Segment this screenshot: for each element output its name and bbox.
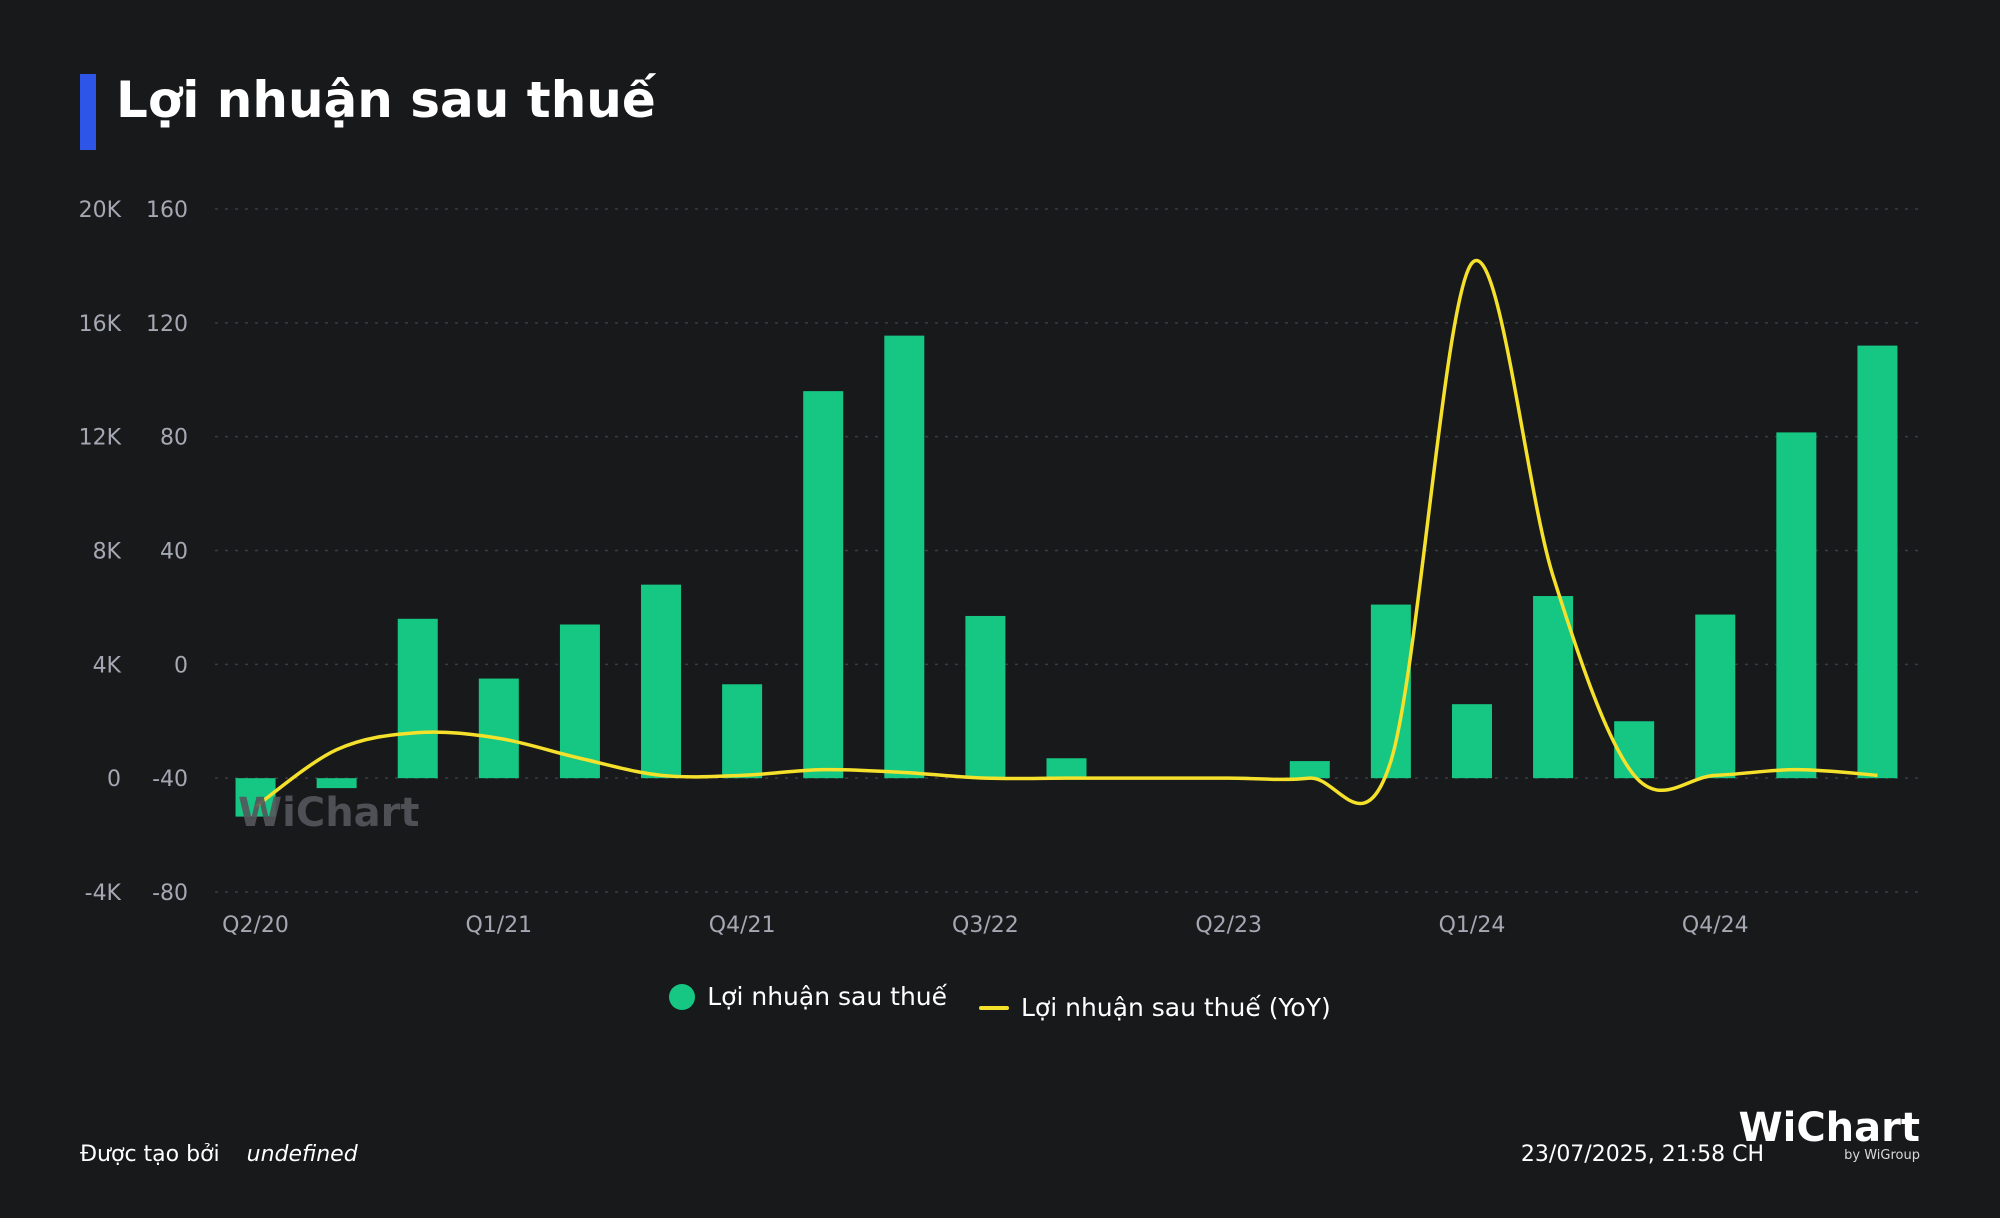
y-left-tick-label: -4K (85, 881, 122, 906)
bar-Q2/24[interactable] (1533, 596, 1574, 779)
y-right-tick-label: -80 (152, 881, 188, 906)
bar-Q2/21[interactable] (559, 624, 600, 779)
bar-Q4/20[interactable] (397, 618, 438, 779)
legend-item-bar[interactable]: Lợi nhuận sau thuế (669, 982, 947, 1011)
x-tick-label: Q4/24 (1682, 913, 1749, 938)
brand-logo: WiChart by WiGroup (1738, 1108, 1920, 1163)
y-left-tick-label: 0 (107, 767, 121, 792)
created-by-value: undefined (246, 1142, 358, 1167)
y-right-tick-label: -40 (152, 767, 188, 792)
legend-dot-icon (669, 983, 696, 1010)
line-series (254, 258, 1878, 809)
y-left-tick-label: 16K (79, 312, 122, 337)
y-right-tick-label: 40 (160, 540, 188, 565)
bar-Q3/21[interactable] (641, 584, 682, 779)
chart-title: Lợi nhuận sau thuế (116, 71, 656, 129)
brand-name: WiChart (1738, 1105, 1920, 1151)
footer-created-by: Được tạo bởi undefined (80, 1142, 358, 1167)
bar-Q3/23[interactable] (1289, 761, 1330, 779)
brand-subtitle: by WiGroup (1844, 1148, 1920, 1163)
bar-Q1/21[interactable] (478, 678, 519, 779)
y-right-tick-label: 160 (146, 198, 188, 223)
bar-Q3/22[interactable] (965, 615, 1006, 779)
legend-line-icon (978, 1005, 1009, 1010)
bar-Q4/21[interactable] (722, 684, 763, 779)
x-axis: Q2/20 Q1/21 Q4/21 Q3/22 Q2/23 Q1/24 Q4/24 (222, 913, 1748, 938)
x-tick-label: Q2/20 (222, 913, 289, 938)
x-tick-label: Q4/21 (709, 913, 776, 938)
bar-Q1/25[interactable] (1776, 432, 1817, 779)
bar-Q2/22[interactable] (884, 335, 925, 779)
legend-item-line[interactable]: Lợi nhuận sau thuế (YoY) (978, 993, 1331, 1022)
watermark-logo: WiChart (238, 790, 420, 836)
y-left-tick-label: 8K (93, 540, 122, 565)
bar-Q1/24[interactable] (1451, 704, 1492, 779)
x-tick-label: Q2/23 (1195, 913, 1262, 938)
bar-series (235, 335, 1898, 817)
created-by-label: Được tạo bởi (80, 1142, 220, 1167)
legend: Lợi nhuận sau thuế Lợi nhuận sau thuế (Y… (0, 982, 2000, 1022)
y-axis-left: 20K 16K 12K 8K 4K 0 -4K (79, 198, 122, 906)
y-right-tick-label: 80 (160, 426, 188, 451)
legend-label-bar: Lợi nhuận sau thuế (707, 982, 948, 1011)
x-tick-label: Q1/24 (1439, 913, 1506, 938)
bar-Q4/22[interactable] (1046, 758, 1087, 779)
bar-Q1/22[interactable] (803, 391, 844, 779)
legend-label-line: Lợi nhuận sau thuế (YoY) (1020, 993, 1331, 1022)
y-right-tick-label: 0 (174, 653, 188, 678)
y-left-tick-label: 12K (79, 426, 122, 451)
y-left-tick-label: 20K (79, 198, 122, 223)
title-accent-bar (80, 74, 96, 150)
bar-Q3/20[interactable] (316, 778, 357, 789)
bar-Q4/24[interactable] (1695, 614, 1736, 779)
y-left-tick-label: 4K (93, 653, 122, 678)
footer-datetime: 23/07/2025, 21:58 CH (1520, 1142, 1764, 1167)
chart-svg: 20K 16K 12K 8K 4K 0 -4K 160 120 80 40 0 -40 -80 Q2/2… (79, 198, 1918, 938)
yoy-line[interactable] (254, 258, 1878, 809)
x-tick-label: Q3/22 (952, 913, 1019, 938)
x-tick-label: Q1/21 (465, 913, 532, 938)
bar-Q2/25[interactable] (1857, 345, 1898, 779)
y-axis-right: 160 120 80 40 0 -40 -80 (146, 198, 188, 906)
y-right-tick-label: 120 (146, 312, 188, 337)
bar-Q3/24[interactable] (1614, 721, 1655, 779)
